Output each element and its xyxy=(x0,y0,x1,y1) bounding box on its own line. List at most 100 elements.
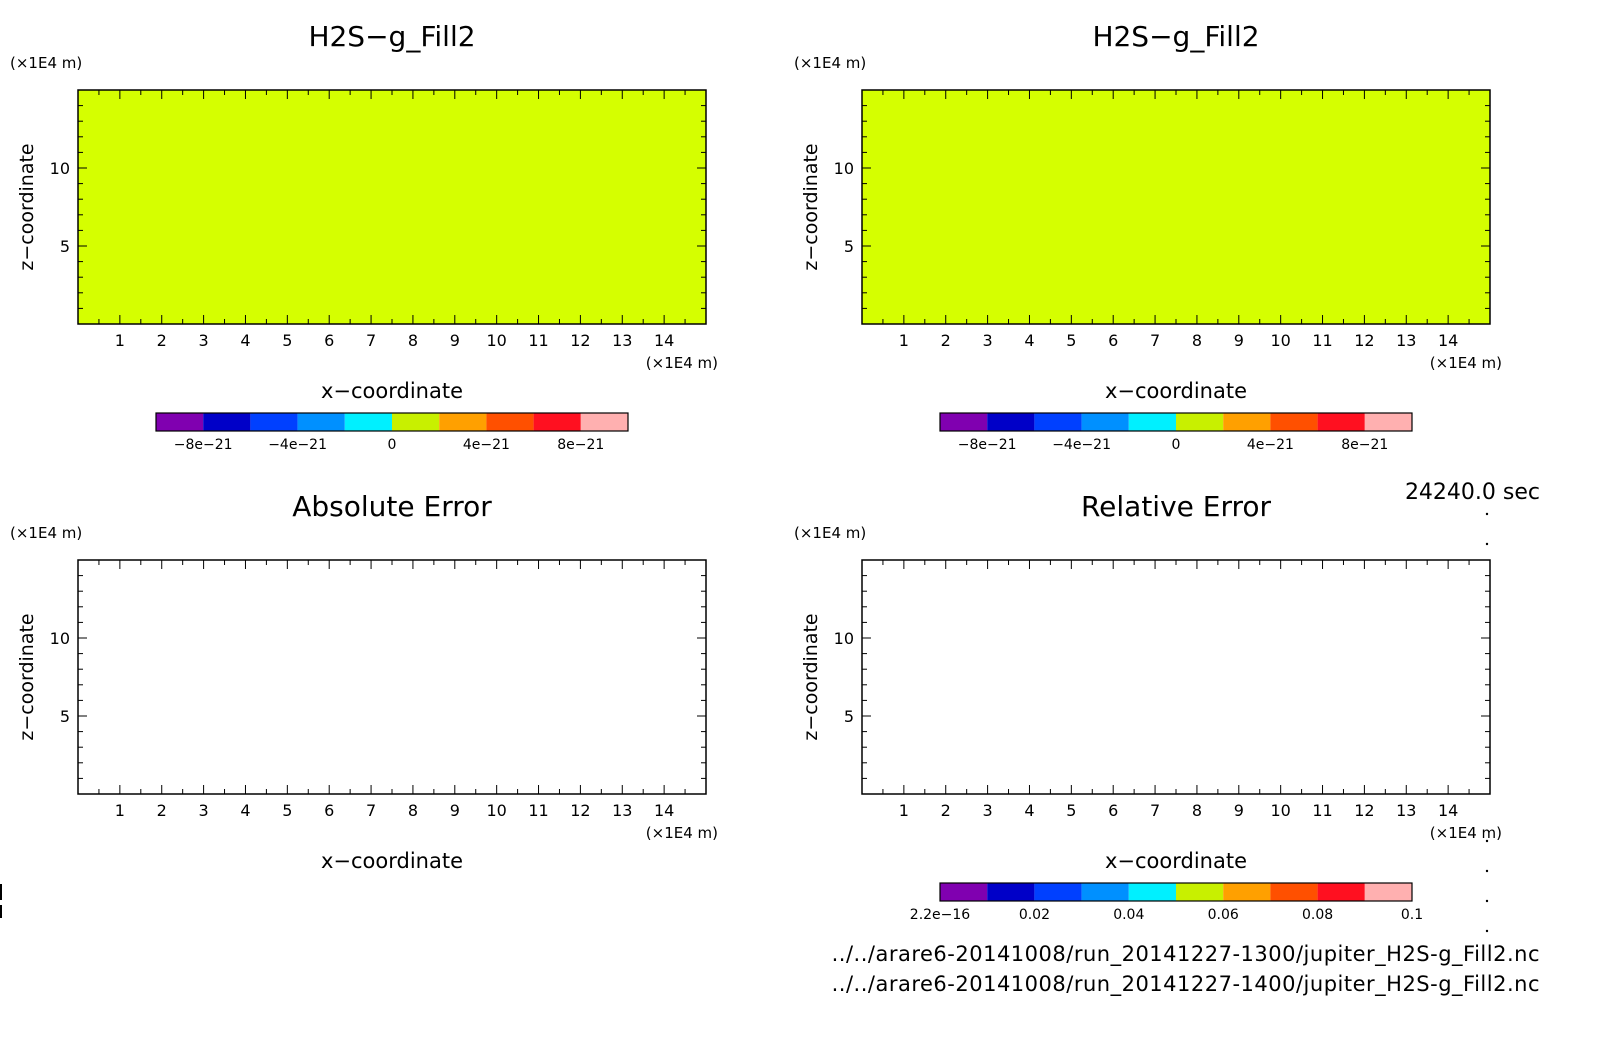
x-tick-label: 10 xyxy=(486,801,506,820)
margin-dot xyxy=(1485,512,1489,516)
colorbar-swatch xyxy=(940,413,988,431)
x-tick-label: 4 xyxy=(1024,331,1034,350)
colorbar-frame xyxy=(155,412,629,432)
x-tick-label: 14 xyxy=(1438,801,1458,820)
x-tick-label: 7 xyxy=(1150,801,1160,820)
x-tick-label: 6 xyxy=(1108,331,1118,350)
y-axis-label: z−coordinate xyxy=(800,143,822,270)
x-tick-label: 1 xyxy=(899,801,909,820)
colorbar: −8e−21 −4e−21 0 4e−21 8e−21 xyxy=(939,412,1413,453)
x-tick-label: 10 xyxy=(486,331,506,350)
x-tick-label: 12 xyxy=(1354,801,1374,820)
x-tick-label: 4 xyxy=(1024,801,1034,820)
panel-title: Absolute Error xyxy=(292,490,492,523)
x-tick-label: 4 xyxy=(240,801,250,820)
y-tick-label: 5 xyxy=(844,237,854,256)
panel-title: H2S−g_Fill2 xyxy=(308,20,475,53)
x-tick-label: 13 xyxy=(612,801,632,820)
colorbar-swatch xyxy=(1223,883,1271,901)
colorbar-swatch xyxy=(940,883,988,901)
y-unit-label: (×1E4 m) xyxy=(10,524,82,542)
colorbar-swatch xyxy=(533,413,581,431)
x-tick-label: 8 xyxy=(1192,331,1202,350)
x-tick-label: 1 xyxy=(115,801,125,820)
colorbar-swatch xyxy=(1081,883,1129,901)
y-axis-label: z−coordinate xyxy=(800,613,822,740)
time-label: 24240.0 sec xyxy=(1404,480,1540,505)
colorbar-swatch xyxy=(344,413,392,431)
margin-dot xyxy=(1485,839,1489,843)
y-tick-label: 5 xyxy=(60,237,70,256)
colorbar-swatch xyxy=(297,413,345,431)
x-tick-label: 10 xyxy=(1270,801,1290,820)
y-axis-label: z−coordinate xyxy=(16,143,38,270)
x-tick-label: 8 xyxy=(408,331,418,350)
colorbar-swatch xyxy=(1317,413,1365,431)
x-tick-label: 7 xyxy=(366,331,376,350)
colorbar-swatch xyxy=(439,413,487,431)
field-fill xyxy=(862,90,1490,324)
x-tick-label: 11 xyxy=(1312,801,1332,820)
panel-2: H2S−g_Fill2(×1E4 m)1 2 3 4 5 6 7 8 9 10 11 12 13 1451… xyxy=(794,20,1502,453)
margin-dot xyxy=(1485,899,1489,903)
colorbar-swatch xyxy=(1176,413,1224,431)
x-tick-label: 14 xyxy=(1438,331,1458,350)
x-axis-label: x−coordinate xyxy=(321,379,463,403)
colorbar-swatch xyxy=(1034,883,1082,901)
x-tick-label: 9 xyxy=(450,331,460,350)
x-tick-label: 13 xyxy=(612,331,632,350)
colorbar-swatch xyxy=(1128,883,1176,901)
colorbar-tick-label: −4e−21 xyxy=(268,437,327,453)
x-tick-label: 2 xyxy=(157,331,167,350)
x-tick-label: 13 xyxy=(1396,331,1416,350)
colorbar-tick-label: 8e−21 xyxy=(557,437,604,453)
panel-4: Relative Error(×1E4 m)1 2 3 4 5 6 7 8 9 10 11 12 13 1… xyxy=(794,490,1502,923)
x-tick-label: 2 xyxy=(941,331,951,350)
colorbar-tick-label: −4e−21 xyxy=(1052,437,1111,453)
colorbar-tick-label: 0.06 xyxy=(1208,907,1239,923)
x-tick-label: 5 xyxy=(1066,801,1076,820)
x-tick-label: 6 xyxy=(324,801,334,820)
x-tick-label: 9 xyxy=(1234,331,1244,350)
x-tick-label: 12 xyxy=(570,331,590,350)
colorbar-swatch xyxy=(1128,413,1176,431)
x-tick-label: 10 xyxy=(1270,331,1290,350)
x-tick-label: 9 xyxy=(1234,801,1244,820)
x-tick-label: 3 xyxy=(199,331,209,350)
colorbar-swatch xyxy=(1364,413,1412,431)
x-tick-label: 2 xyxy=(941,801,951,820)
footer-file-2: ../../arare6-20141008/run_20141227-1400/… xyxy=(831,972,1540,996)
x-tick-label: 11 xyxy=(528,801,548,820)
colorbar-swatch xyxy=(987,413,1035,431)
colorbar-swatch xyxy=(392,413,440,431)
x-tick-label: 5 xyxy=(282,801,292,820)
y-axis-label: z−coordinate xyxy=(16,613,38,740)
x-tick-label: 6 xyxy=(324,331,334,350)
x-tick-label: 12 xyxy=(570,801,590,820)
margin-dot xyxy=(1485,542,1489,546)
colorbar-tick-label: 0.04 xyxy=(1113,907,1144,923)
x-axis-label: x−coordinate xyxy=(321,849,463,873)
margin-dot xyxy=(1485,929,1489,933)
x-tick-label: 6 xyxy=(1108,801,1118,820)
panel-1: H2S−g_Fill2(×1E4 m)1 2 3 4 5 6 7 8 9 10 11 12 13 1451… xyxy=(10,20,718,453)
colorbar-swatch xyxy=(1317,883,1365,901)
colorbar-tick-label: 4e−21 xyxy=(1247,437,1294,453)
colorbar-swatch xyxy=(1364,883,1412,901)
colorbar: −8e−21 −4e−21 0 4e−21 8e−21 xyxy=(155,412,629,453)
y-tick-label: 10 xyxy=(834,629,854,648)
x-tick-label: 7 xyxy=(1150,331,1160,350)
footer-file-1: ../../arare6-20141008/run_20141227-1300/… xyxy=(831,942,1540,966)
colorbar-tick-label: −8e−21 xyxy=(174,437,233,453)
colorbar-tick-label: −8e−21 xyxy=(958,437,1017,453)
x-tick-label: 14 xyxy=(654,331,674,350)
colorbar-swatch xyxy=(1270,413,1318,431)
x-tick-label: 5 xyxy=(282,331,292,350)
colorbar-swatch xyxy=(1034,413,1082,431)
x-unit-label: (×1E4 m) xyxy=(1430,824,1502,842)
x-tick-label: 2 xyxy=(157,801,167,820)
x-tick-label: 11 xyxy=(1312,331,1332,350)
y-tick-label: 5 xyxy=(844,707,854,726)
x-tick-label: 3 xyxy=(199,801,209,820)
x-unit-label: (×1E4 m) xyxy=(646,354,718,372)
